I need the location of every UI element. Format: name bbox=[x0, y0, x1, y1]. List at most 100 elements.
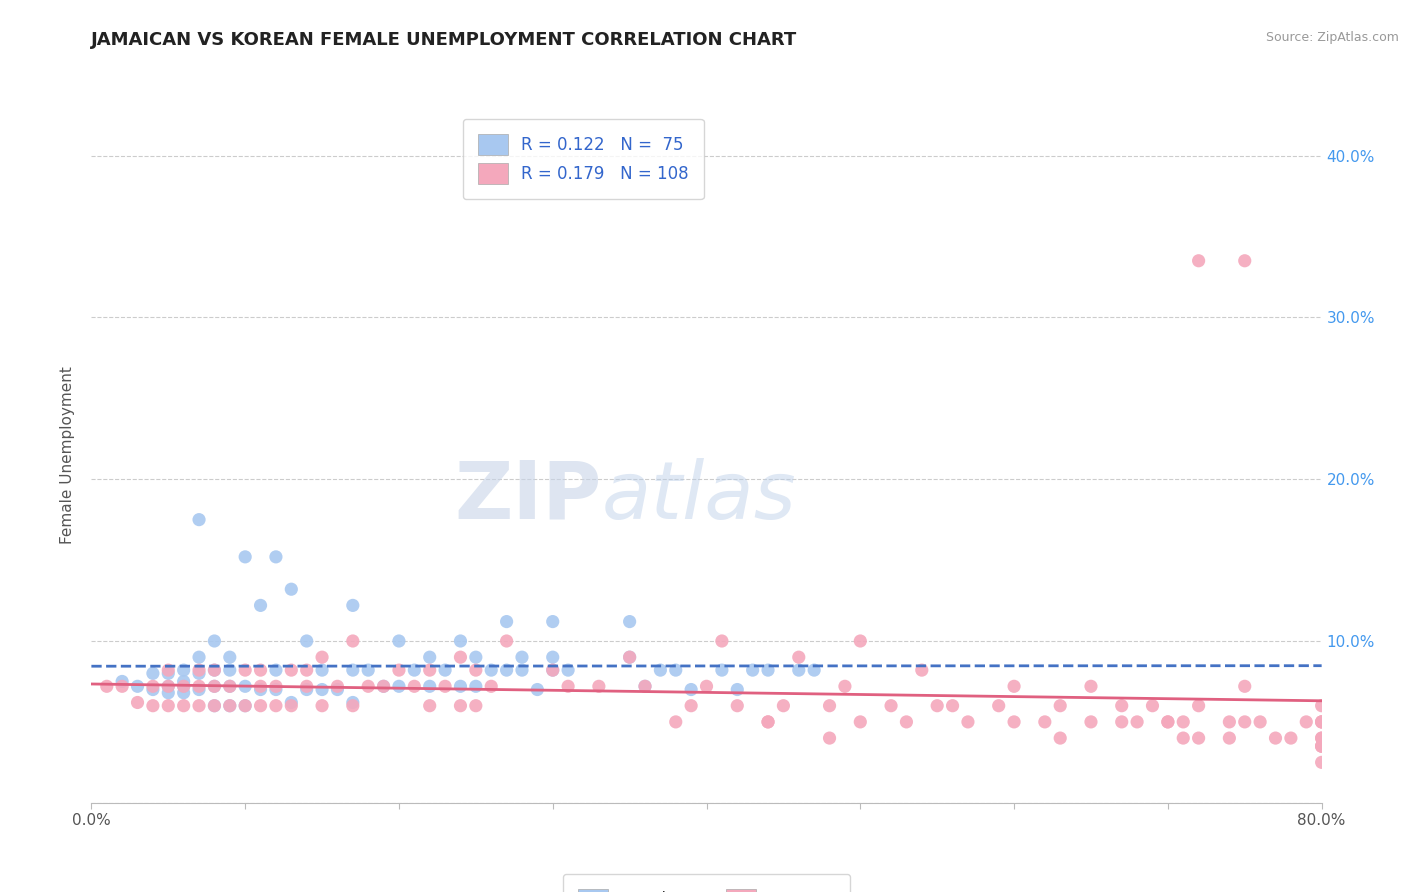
Point bbox=[96, 679, 118, 693]
Point bbox=[756, 714, 779, 729]
Point bbox=[479, 663, 502, 677]
Point bbox=[495, 663, 517, 677]
Point bbox=[342, 696, 364, 710]
Point bbox=[249, 698, 271, 713]
Point bbox=[188, 698, 211, 713]
Point bbox=[725, 682, 748, 697]
Point bbox=[1264, 731, 1286, 745]
Point bbox=[404, 679, 426, 693]
Point bbox=[1310, 714, 1333, 729]
Point bbox=[772, 698, 794, 713]
Point bbox=[1187, 731, 1209, 745]
Point bbox=[249, 679, 271, 693]
Point bbox=[157, 686, 180, 700]
Point bbox=[741, 663, 763, 677]
Point bbox=[264, 698, 287, 713]
Point bbox=[373, 679, 395, 693]
Point bbox=[650, 663, 672, 677]
Point bbox=[1049, 731, 1071, 745]
Point bbox=[142, 679, 165, 693]
Point bbox=[1279, 731, 1302, 745]
Point bbox=[1173, 714, 1195, 729]
Point bbox=[173, 698, 195, 713]
Point bbox=[541, 663, 564, 677]
Point bbox=[725, 698, 748, 713]
Point bbox=[818, 731, 841, 745]
Point bbox=[326, 682, 349, 697]
Point bbox=[464, 698, 486, 713]
Point bbox=[880, 698, 903, 713]
Point bbox=[1310, 731, 1333, 745]
Point bbox=[188, 679, 211, 693]
Point bbox=[1080, 714, 1102, 729]
Point bbox=[665, 714, 688, 729]
Point bbox=[157, 666, 180, 681]
Point bbox=[1111, 714, 1133, 729]
Point bbox=[1033, 714, 1056, 729]
Point bbox=[1310, 731, 1333, 745]
Point bbox=[541, 615, 564, 629]
Point bbox=[218, 698, 240, 713]
Point bbox=[419, 663, 441, 677]
Point bbox=[710, 663, 733, 677]
Point bbox=[1310, 739, 1333, 754]
Point bbox=[1187, 253, 1209, 268]
Point bbox=[388, 663, 411, 677]
Point bbox=[202, 663, 225, 677]
Point bbox=[510, 650, 533, 665]
Point bbox=[1126, 714, 1149, 729]
Point bbox=[956, 714, 979, 729]
Point bbox=[449, 650, 471, 665]
Point bbox=[202, 679, 225, 693]
Point bbox=[464, 650, 486, 665]
Point bbox=[787, 663, 810, 677]
Point bbox=[987, 698, 1010, 713]
Point bbox=[696, 679, 718, 693]
Point bbox=[188, 513, 211, 527]
Point bbox=[280, 663, 302, 677]
Text: atlas: atlas bbox=[602, 458, 797, 536]
Point bbox=[173, 679, 195, 693]
Point bbox=[787, 650, 810, 665]
Point bbox=[1233, 714, 1256, 729]
Point bbox=[1157, 714, 1180, 729]
Point bbox=[233, 549, 256, 564]
Text: Source: ZipAtlas.com: Source: ZipAtlas.com bbox=[1265, 31, 1399, 45]
Point bbox=[311, 650, 333, 665]
Point bbox=[233, 679, 256, 693]
Point bbox=[1310, 739, 1333, 754]
Point bbox=[803, 663, 825, 677]
Text: ZIP: ZIP bbox=[454, 458, 602, 536]
Point bbox=[479, 679, 502, 693]
Point bbox=[233, 663, 256, 677]
Point bbox=[1310, 714, 1333, 729]
Point bbox=[157, 663, 180, 677]
Point bbox=[295, 634, 318, 648]
Point bbox=[295, 679, 318, 693]
Point bbox=[419, 650, 441, 665]
Point bbox=[295, 682, 318, 697]
Point bbox=[218, 650, 240, 665]
Y-axis label: Female Unemployment: Female Unemployment bbox=[60, 366, 76, 544]
Point bbox=[911, 663, 934, 677]
Point bbox=[849, 714, 872, 729]
Point bbox=[419, 679, 441, 693]
Point bbox=[756, 714, 779, 729]
Point bbox=[188, 650, 211, 665]
Point bbox=[464, 679, 486, 693]
Point bbox=[1218, 714, 1240, 729]
Point bbox=[142, 698, 165, 713]
Point bbox=[188, 682, 211, 697]
Point bbox=[619, 615, 641, 629]
Point bbox=[342, 599, 364, 613]
Point bbox=[619, 650, 641, 665]
Point bbox=[710, 634, 733, 648]
Point bbox=[1142, 698, 1164, 713]
Point bbox=[526, 682, 548, 697]
Point bbox=[111, 674, 134, 689]
Point bbox=[280, 698, 302, 713]
Point bbox=[1187, 698, 1209, 713]
Point bbox=[619, 650, 641, 665]
Point bbox=[557, 679, 579, 693]
Point bbox=[1111, 698, 1133, 713]
